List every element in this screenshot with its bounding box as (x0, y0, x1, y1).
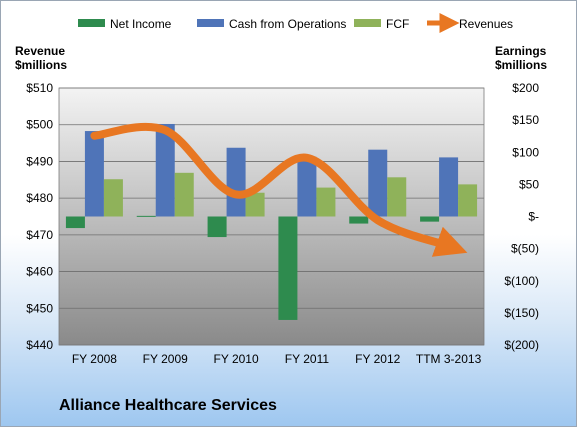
x-tick-label: FY 2008 (72, 352, 117, 366)
left-tick-label: $450 (26, 301, 53, 315)
left-tick-label: $470 (26, 228, 53, 242)
gridlines (58, 87, 485, 346)
bar-cash-from-operations (439, 157, 459, 217)
right-axis-ticks: $200 $150 $100 $50 $- $(50) $(100) $(150) $(200) (504, 81, 539, 352)
bar-cash-from-operations (297, 156, 317, 217)
left-tick-label: $480 (26, 191, 53, 205)
right-tick-label: $- (528, 210, 539, 224)
left-tick-label: $510 (26, 81, 53, 95)
bar-fcf (174, 172, 194, 217)
bar-net-income (278, 216, 298, 320)
bar-fcf (245, 192, 265, 217)
right-axis-title: Earnings (495, 44, 547, 58)
bar-cash-from-operations (226, 147, 246, 217)
right-tick-label: $(50) (511, 242, 539, 256)
right-tick-label: $150 (512, 113, 539, 127)
bar-fcf (316, 187, 336, 217)
legend-swatch (78, 19, 105, 27)
right-axis-title: $millions (495, 58, 547, 72)
right-tick-label: $(200) (504, 338, 539, 352)
right-tick-label: $(150) (504, 306, 539, 320)
legend: Net Income Cash from Operations FCF Revenue… (78, 13, 513, 33)
legend-label: Revenues (459, 17, 513, 31)
bar-cash-from-operations (368, 149, 388, 217)
bar-cash-from-operations (84, 131, 104, 217)
bars (65, 123, 478, 320)
legend-label: Cash from Operations (229, 17, 346, 31)
bar-net-income (136, 215, 156, 217)
revenue-line (90, 122, 468, 257)
right-tick-label: $(100) (504, 274, 539, 288)
bar-net-income (349, 216, 369, 224)
x-tick-label: TTM 3-2013 (416, 352, 482, 366)
legend-label: FCF (386, 17, 409, 31)
legend-swatch (354, 19, 381, 27)
left-tick-label: $500 (26, 118, 53, 132)
right-tick-label: $50 (519, 177, 539, 191)
left-tick-label: $490 (26, 154, 53, 168)
revenue-line-layer (90, 122, 468, 257)
chart-footer-title: Alliance Healthcare Services (59, 397, 277, 414)
bar-net-income (207, 216, 227, 238)
right-tick-label: $200 (512, 81, 539, 95)
x-tick-label: FY 2011 (285, 352, 330, 366)
left-axis-ticks: $510 $500 $490 $480 $470 $460 $450 $440 (26, 81, 53, 352)
bar-net-income (420, 216, 440, 222)
x-tick-label: FY 2012 (355, 352, 400, 366)
bar-net-income (65, 216, 85, 229)
bar-fcf (387, 177, 407, 217)
bar-fcf (103, 179, 123, 217)
bar-fcf (458, 184, 478, 217)
left-axis-title: $millions (15, 58, 67, 72)
plot-border (58, 87, 485, 346)
left-tick-label: $460 (26, 265, 53, 279)
legend-label: Net Income (110, 17, 172, 31)
x-tick-label: FY 2009 (143, 352, 188, 366)
x-axis-ticks: FY 2008 FY 2009 FY 2010 FY 2011 FY 2012 TTM 3… (72, 352, 482, 366)
x-tick-label: FY 2010 (214, 352, 259, 366)
right-tick-label: $100 (512, 145, 539, 159)
left-tick-label: $440 (26, 338, 53, 352)
legend-swatch (197, 19, 224, 27)
bar-cash-from-operations (155, 123, 175, 217)
left-axis-title: Revenue (15, 44, 65, 58)
